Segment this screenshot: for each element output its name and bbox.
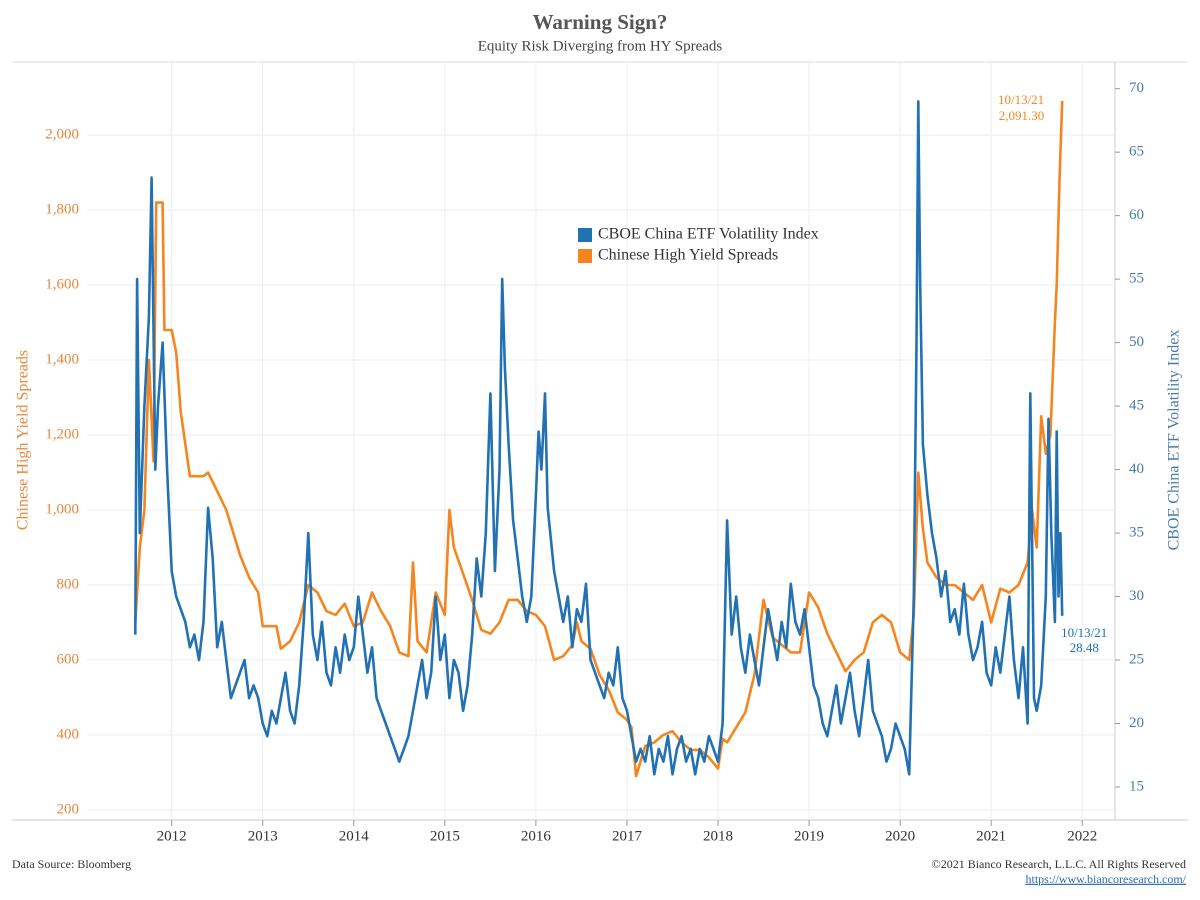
source: Data Source: Bloomberg	[12, 857, 131, 871]
y2-tick-label: 45	[1129, 398, 1144, 414]
y2-tick-label: 50	[1129, 334, 1144, 350]
series-line	[134, 100, 1064, 778]
y2-tick-label: 65	[1129, 144, 1144, 160]
annotation: 10/13/21	[998, 92, 1044, 107]
y2-axis-label: CBOE China ETF Volatility Index	[1166, 330, 1183, 551]
annotation: 2,091.30	[999, 108, 1045, 123]
y2-tick-label: 55	[1129, 271, 1144, 287]
y-tick-label: 1,400	[45, 351, 79, 367]
x-tick-label: 2021	[976, 828, 1006, 844]
chart-subtitle: Equity Risk Diverging from HY Spreads	[478, 38, 723, 54]
y-axis-label: Chinese High Yield Spreads	[15, 350, 32, 530]
y2-tick-label: 25	[1129, 651, 1144, 667]
x-tick-label: 2020	[885, 828, 915, 844]
y2-tick-label: 20	[1129, 715, 1144, 731]
legend-label: CBOE China ETF Volatility Index	[598, 226, 819, 243]
x-tick-label: 2018	[703, 828, 733, 844]
annotation: 10/13/21	[1061, 625, 1107, 640]
legend-label: Chinese High Yield Spreads	[598, 247, 778, 264]
x-tick-label: 2019	[794, 828, 824, 844]
y-tick-label: 400	[57, 726, 80, 742]
copyright: ©2021 Bianco Research, L.L.C. All Rights…	[932, 857, 1186, 871]
x-tick-label: 2012	[157, 828, 187, 844]
y-tick-label: 200	[57, 801, 80, 817]
y-tick-label: 800	[57, 576, 80, 592]
url[interactable]: https://www.biancoresearch.com/	[1025, 872, 1186, 886]
y-tick-label: 1,000	[45, 501, 79, 517]
x-tick-label: 2016	[521, 828, 552, 844]
x-tick-label: 2013	[248, 828, 278, 844]
y2-tick-label: 15	[1129, 778, 1144, 794]
y2-tick-label: 70	[1129, 80, 1144, 96]
y-tick-label: 1,800	[45, 202, 79, 218]
y-tick-label: 600	[57, 651, 80, 667]
annotation: 28.48	[1070, 640, 1099, 655]
series-line	[134, 100, 1064, 776]
x-tick-label: 2017	[612, 828, 643, 844]
legend-swatch	[578, 249, 592, 263]
y-tick-label: 1,200	[45, 426, 79, 442]
legend-swatch	[578, 228, 592, 242]
y2-tick-label: 60	[1129, 207, 1144, 223]
y2-tick-label: 30	[1129, 588, 1144, 604]
y2-tick-label: 35	[1129, 524, 1144, 540]
x-tick-label: 2014	[339, 828, 370, 844]
y-tick-label: 2,000	[45, 127, 79, 143]
chart-title: Warning Sign?	[533, 10, 668, 34]
y-tick-label: 1,600	[45, 276, 79, 292]
x-tick-label: 2015	[430, 828, 460, 844]
x-tick-label: 2022	[1067, 828, 1097, 844]
y2-tick-label: 40	[1129, 461, 1144, 477]
